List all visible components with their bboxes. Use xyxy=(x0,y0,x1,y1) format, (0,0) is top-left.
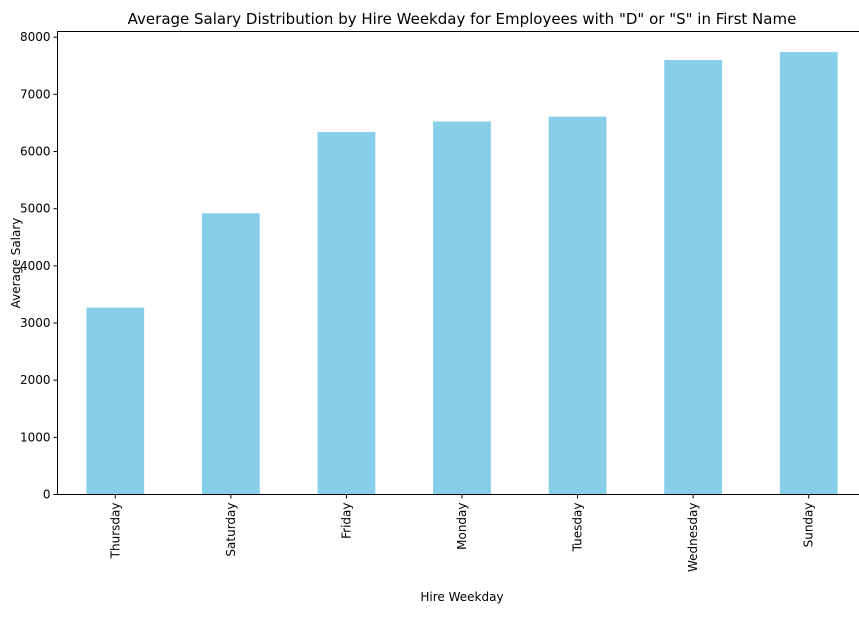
bar-wednesday xyxy=(664,60,722,494)
bar-friday xyxy=(318,132,376,494)
bar-saturday xyxy=(202,213,260,494)
chart-title: Average Salary Distribution by Hire Week… xyxy=(128,10,797,28)
y-tick-label: 0 xyxy=(43,488,51,502)
y-tick-label: 1000 xyxy=(20,430,51,444)
x-axis: Thursday Saturday Friday Monday Tuesday Wedne… xyxy=(108,495,815,572)
x-tick-label: Friday xyxy=(339,503,353,539)
y-tick-label: 6000 xyxy=(20,145,51,159)
y-tick-label: 3000 xyxy=(20,316,51,330)
y-tick-label: 5000 xyxy=(20,202,51,216)
x-tick-label: Tuesday xyxy=(571,503,585,553)
y-tick-label: 7000 xyxy=(20,87,51,101)
bar-monday xyxy=(433,122,491,495)
y-tick-label: 4000 xyxy=(20,259,51,273)
bar-sunday xyxy=(780,52,838,494)
bars-group xyxy=(86,52,837,494)
x-tick-label: Saturday xyxy=(224,503,238,557)
x-tick-label: Sunday xyxy=(802,503,816,548)
y-axis-label: Average Salary xyxy=(9,218,23,309)
y-tick-label: 8000 xyxy=(20,30,51,44)
x-tick-label: Thursday xyxy=(108,503,122,560)
x-tick-label: Monday xyxy=(455,503,469,550)
x-axis-label: Hire Weekday xyxy=(420,590,503,604)
bar-thursday xyxy=(86,308,144,495)
x-tick-label: Wednesday xyxy=(686,503,700,572)
y-axis: 0 1000 2000 3000 4000 5000 6000 7000 8000 xyxy=(20,30,58,501)
y-tick-label: 2000 xyxy=(20,373,51,387)
bar-tuesday xyxy=(549,117,607,495)
